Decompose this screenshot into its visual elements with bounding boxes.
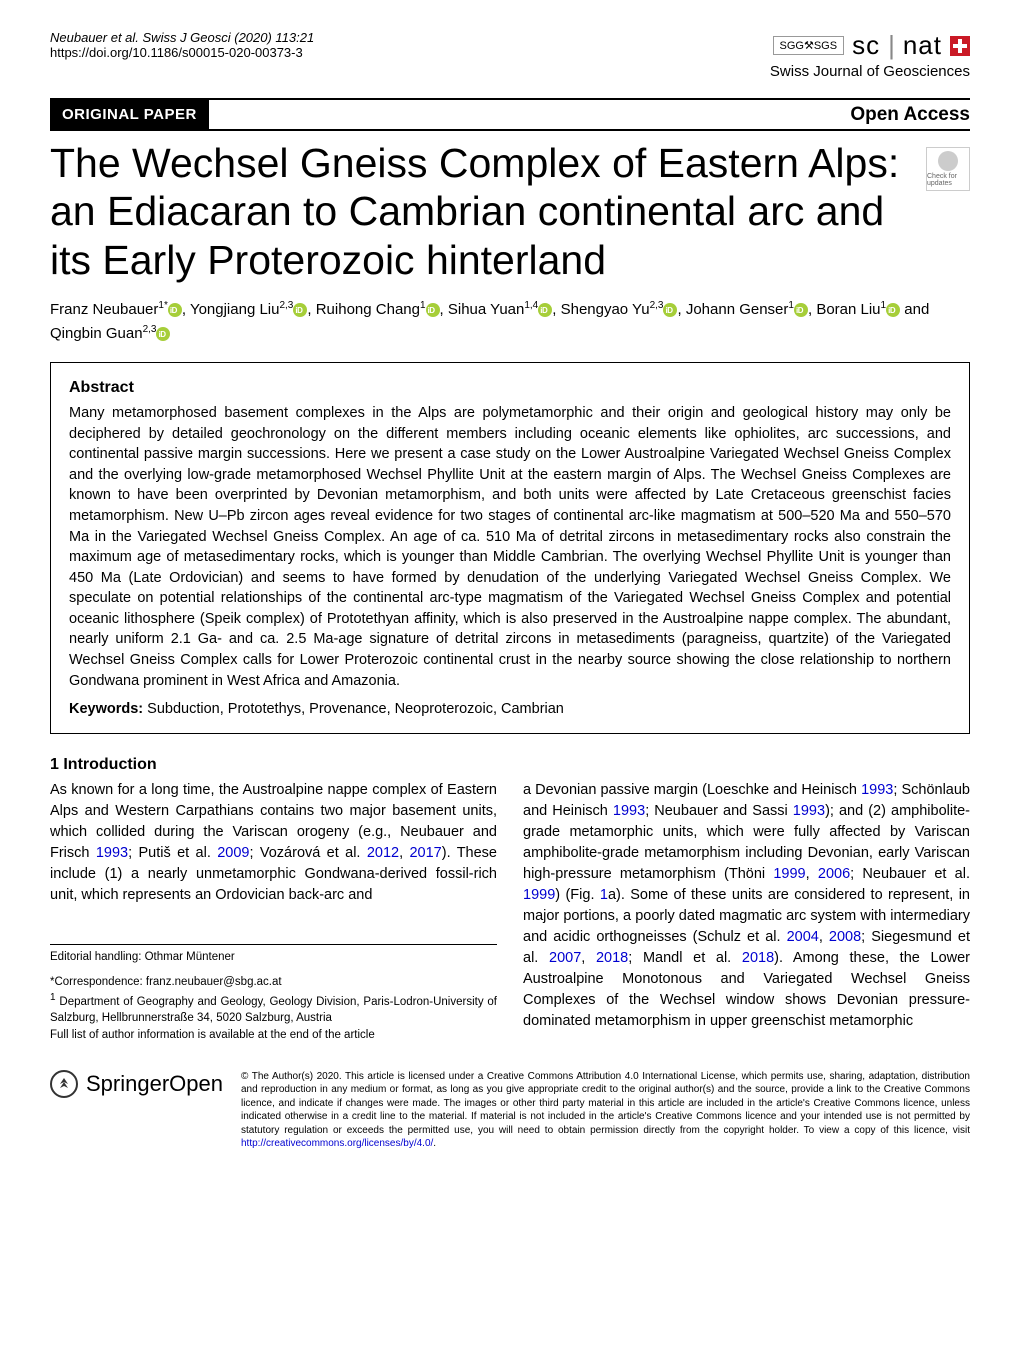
open-access-label: Open Access: [850, 104, 970, 126]
citation-link[interactable]: 2007: [549, 950, 581, 966]
springer-icon: [50, 1070, 78, 1098]
license-body: © The Author(s) 2020. This article is li…: [241, 1071, 970, 1136]
citation-link[interactable]: 1993: [861, 782, 893, 798]
check-updates-label: Check for updates: [927, 173, 969, 187]
author-name: Johann Genser: [686, 301, 789, 318]
column-left: As known for a long time, the Austroalpi…: [50, 780, 497, 1043]
body-text: ; Mandl et al.: [628, 950, 742, 966]
citation-link[interactable]: 2008: [829, 929, 861, 945]
doi[interactable]: https://doi.org/10.1186/s00015-020-00373…: [50, 45, 314, 60]
body-text: ) (Fig.: [555, 887, 600, 903]
author-name: Sihua Yuan: [448, 301, 524, 318]
author-name: Franz Neubauer: [50, 301, 158, 318]
body-text: ,: [819, 929, 829, 945]
author-name: Shengyao Yu: [561, 301, 650, 318]
author-affiliation: 1*: [158, 300, 167, 311]
footer: SpringerOpen © The Author(s) 2020. This …: [50, 1070, 970, 1151]
author-name: Boran Liu: [816, 301, 880, 318]
orcid-icon[interactable]: [538, 303, 552, 317]
abstract-heading: Abstract: [69, 379, 951, 397]
body-text: ; Vozárová et al.: [249, 845, 366, 861]
orcid-icon[interactable]: [168, 303, 182, 317]
authors: Franz Neubauer1*, Yongjiang Liu2,3, Ruih…: [50, 298, 970, 346]
check-updates-icon: [938, 151, 958, 171]
citation-link[interactable]: 1993: [613, 803, 645, 819]
license-end: .: [433, 1138, 436, 1149]
figure-link[interactable]: 1: [600, 887, 608, 903]
article-type-banner: ORIGINAL PAPER Open Access: [50, 98, 970, 131]
journal-logo: SGG⚒SGS sc | nat Swiss Journal of Geosci…: [770, 30, 970, 80]
logo-sep: |: [888, 30, 895, 61]
correspondence-block: *Correspondence: franz.neubauer@sbg.ac.a…: [50, 974, 497, 1044]
license-text: © The Author(s) 2020. This article is li…: [241, 1070, 970, 1151]
logo-nat: nat: [903, 30, 942, 61]
author-affiliation: 2,3: [143, 324, 157, 335]
citation-block: Neubauer et al. Swiss J Geosci (2020) 11…: [50, 30, 314, 60]
license-link[interactable]: http://creativecommons.org/licenses/by/4…: [241, 1138, 433, 1149]
citation-link[interactable]: 1999: [523, 887, 555, 903]
logo-sc: sc: [852, 30, 880, 61]
body-text: ,: [581, 950, 596, 966]
citation-link[interactable]: 2009: [217, 845, 249, 861]
body-text: ; Putiš et al.: [128, 845, 217, 861]
body-text: ,: [399, 845, 409, 861]
orcid-icon[interactable]: [663, 303, 677, 317]
author-name: Ruihong Chang: [316, 301, 420, 318]
author-affiliation: 1: [420, 300, 426, 311]
keywords-label: Keywords:: [69, 701, 143, 717]
abstract-text: Many metamorphosed basement complexes in…: [69, 403, 951, 691]
citation-link[interactable]: 2017: [409, 845, 441, 861]
citation-link[interactable]: 1993: [793, 803, 825, 819]
author-affiliation: 2,3: [650, 300, 664, 311]
orcid-icon[interactable]: [293, 303, 307, 317]
orcid-icon[interactable]: [886, 303, 900, 317]
author-affiliation: 1,4: [524, 300, 538, 311]
citation-link[interactable]: 2018: [742, 950, 774, 966]
article-type-badge: ORIGINAL PAPER: [50, 100, 209, 129]
body-text: ; Neubauer and Sassi: [645, 803, 793, 819]
article-title: The Wechsel Gneiss Complex of Eastern Al…: [50, 139, 918, 284]
springer-text: Springer: [86, 1071, 169, 1096]
running-head: Neubauer et al. Swiss J Geosci (2020) 11…: [50, 30, 314, 45]
correspondence-email: *Correspondence: franz.neubauer@sbg.ac.a…: [50, 974, 497, 991]
affiliation-1: 1 Department of Geography and Geology, G…: [50, 991, 497, 1027]
publisher-logo: SpringerOpen: [50, 1070, 223, 1098]
keywords-values: Subduction, Prototethys, Provenance, Neo…: [147, 701, 564, 717]
editorial-note: Editorial handling: Othmar Müntener: [50, 944, 497, 966]
open-text: Open: [169, 1071, 223, 1096]
body-text: ; Neubauer et al.: [850, 866, 970, 882]
journal-name: Swiss Journal of Geosciences: [770, 63, 970, 80]
section-heading-intro: 1 Introduction: [50, 756, 970, 774]
column-right: a Devonian passive margin (Loeschke and …: [523, 780, 970, 1043]
citation-link[interactable]: 2018: [596, 950, 628, 966]
author-info-note: Full list of author information is avail…: [50, 1027, 497, 1044]
orcid-icon[interactable]: [426, 303, 440, 317]
swiss-flag-icon: [950, 36, 970, 56]
author-name: Qingbin Guan: [50, 325, 143, 342]
orcid-icon[interactable]: [156, 327, 170, 341]
body-text: ,: [806, 866, 818, 882]
keywords: Keywords: Subduction, Prototethys, Prove…: [69, 701, 951, 717]
citation-link[interactable]: 2006: [818, 866, 850, 882]
orcid-icon[interactable]: [794, 303, 808, 317]
header: Neubauer et al. Swiss J Geosci (2020) 11…: [50, 30, 970, 80]
author-affiliation: 2,3: [279, 300, 293, 311]
sgg-logo: SGG⚒SGS: [773, 36, 845, 55]
citation-link[interactable]: 1993: [96, 845, 128, 861]
check-updates-button[interactable]: Check for updates: [926, 147, 970, 191]
citation-link[interactable]: 2012: [367, 845, 399, 861]
body-text: a Devonian passive margin (Loeschke and …: [523, 782, 861, 798]
aff-text: Department of Geography and Geology, Geo…: [50, 995, 497, 1024]
author-name: Yongjiang Liu: [190, 301, 280, 318]
citation-link[interactable]: 1999: [773, 866, 805, 882]
abstract-box: Abstract Many metamorphosed basement com…: [50, 362, 970, 734]
citation-link[interactable]: 2004: [787, 929, 819, 945]
body-columns: As known for a long time, the Austroalpi…: [50, 780, 970, 1043]
